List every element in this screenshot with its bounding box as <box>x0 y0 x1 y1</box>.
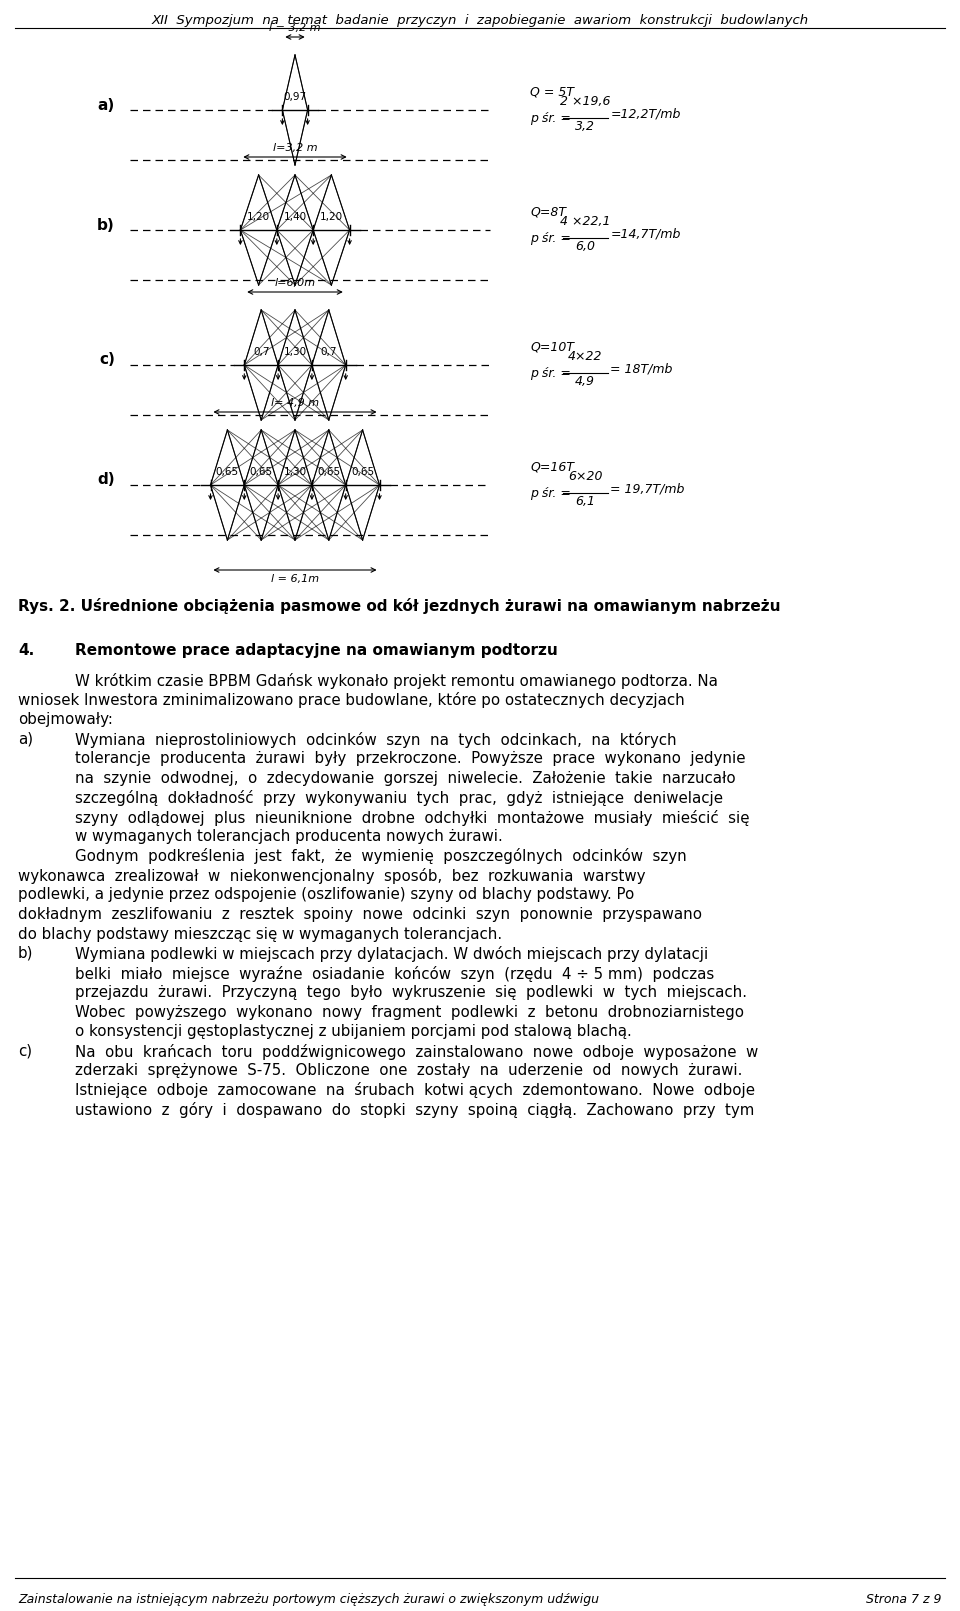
Text: 0,65: 0,65 <box>317 467 341 477</box>
Text: p śr. =: p śr. = <box>530 487 571 499</box>
Text: l = 6,1m: l = 6,1m <box>271 574 319 585</box>
Text: l= 4,9 m: l= 4,9 m <box>271 398 319 408</box>
Text: d): d) <box>97 472 115 488</box>
Text: 0,65: 0,65 <box>250 467 273 477</box>
Text: l = 3,2 m: l = 3,2 m <box>269 23 321 32</box>
Text: Wobec  powyższego  wykonano  nowy  fragment  podlewki  z  betonu  drobnoziarnist: Wobec powyższego wykonano nowy fragment … <box>75 1005 744 1020</box>
Text: szyny  odlądowej  plus  nieuniknione  drobne  odchyłki  montażowe  musiały  mieś: szyny odlądowej plus nieuniknione drobne… <box>75 809 750 825</box>
Text: 6,1: 6,1 <box>575 495 595 507</box>
Text: 0,7: 0,7 <box>321 346 337 358</box>
Text: wniosek Inwestora zminimalizowano prace budowlane, które po ostatecznych decyzja: wniosek Inwestora zminimalizowano prace … <box>18 693 684 709</box>
Text: zderzaki  sprężynowe  S-75.  Obliczone  one  zostały  na  uderzenie  od  nowych : zderzaki sprężynowe S-75. Obliczone one … <box>75 1063 742 1078</box>
Text: belki  miało  miejsce  wyraźne  osiadanie  końców  szyn  (rzędu  4 ÷ 5 mm)  podc: belki miało miejsce wyraźne osiadanie ko… <box>75 965 714 981</box>
Text: p śr. =: p śr. = <box>530 232 571 245</box>
Text: Wymiana  nieprostoliniowych  odcinków  szyn  na  tych  odcinkach,  na  których: Wymiana nieprostoliniowych odcinków szyn… <box>75 731 677 748</box>
Text: Rys. 2. Uśrednione obciążenia pasmowe od kół jezdnych żurawi na omawianym nabrze: Rys. 2. Uśrednione obciążenia pasmowe od… <box>18 598 780 614</box>
Text: l=6,0m: l=6,0m <box>275 279 316 288</box>
Text: Istniejące  odboje  zamocowane  na  śrubach  kotwi ących  zdemontowano.  Nowe  o: Istniejące odboje zamocowane na śrubach … <box>75 1083 755 1099</box>
Text: tolerancje  producenta  żurawi  były  przekroczone.  Powyższe  prace  wykonano  : tolerancje producenta żurawi były przekr… <box>75 751 746 765</box>
Text: l=3,2 m: l=3,2 m <box>273 143 318 153</box>
Text: 4.: 4. <box>18 643 35 657</box>
Text: dokładnym  zeszlifowaniu  z  resztek  spoiny  nowe  odcinki  szyn  ponownie  prz: dokładnym zeszlifowaniu z resztek spoiny… <box>18 907 702 921</box>
Text: Strona 7 z 9: Strona 7 z 9 <box>867 1593 942 1606</box>
Text: a): a) <box>98 98 115 113</box>
Text: 1,40: 1,40 <box>283 213 306 222</box>
Text: 0,7: 0,7 <box>252 346 270 358</box>
Text: Remontowe prace adaptacyjne na omawianym podtorzu: Remontowe prace adaptacyjne na omawianym… <box>75 643 558 657</box>
Text: przejazdu  żurawi.  Przyczyną  tego  było  wykruszenie  się  podlewki  w  tych  : przejazdu żurawi. Przyczyną tego było wy… <box>75 984 747 1000</box>
Text: 2 ×19,6: 2 ×19,6 <box>560 95 611 108</box>
Text: na  szynie  odwodnej,  o  zdecydowanie  gorszej  niwelecie.  Założenie  takie  n: na szynie odwodnej, o zdecydowanie gorsz… <box>75 770 735 786</box>
Text: Q=10T: Q=10T <box>530 340 574 353</box>
Text: 1,30: 1,30 <box>283 467 306 477</box>
Text: 3,2: 3,2 <box>575 119 595 134</box>
Text: 0,65: 0,65 <box>351 467 374 477</box>
Text: 4×22: 4×22 <box>567 350 602 362</box>
Text: c): c) <box>99 353 115 367</box>
Text: do blachy podstawy mieszcząc się w wymaganych tolerancjach.: do blachy podstawy mieszcząc się w wymag… <box>18 926 502 941</box>
Text: ustawiono  z  góry  i  dospawano  do  stopki  szyny  spoiną  ciągłą.  Zachowano : ustawiono z góry i dospawano do stopki s… <box>75 1102 755 1118</box>
Text: = 19,7T/mb: = 19,7T/mb <box>611 483 684 496</box>
Text: W krótkim czasie BPBM Gdańsk wykonało projekt remontu omawianego podtorza. Na: W krótkim czasie BPBM Gdańsk wykonało pr… <box>75 673 718 690</box>
Text: 4,9: 4,9 <box>575 375 595 388</box>
Text: =12,2T/mb: =12,2T/mb <box>611 108 681 121</box>
Text: a): a) <box>18 731 34 746</box>
Text: Godnym  podkreślenia  jest  fakt,  że  wymienię  poszczególnych  odcinków  szyn: Godnym podkreślenia jest fakt, że wymien… <box>75 849 686 865</box>
Text: 1,20: 1,20 <box>320 213 343 222</box>
Text: 1,30: 1,30 <box>283 346 306 358</box>
Text: b): b) <box>18 946 34 962</box>
Text: 0,65: 0,65 <box>216 467 239 477</box>
Text: = 18T/mb: = 18T/mb <box>611 362 673 375</box>
Text: w wymaganych tolerancjach producenta nowych żurawi.: w wymaganych tolerancjach producenta now… <box>75 830 503 844</box>
Text: XII  Sympozjum  na  temat  badanie  przyczyn  i  zapobieganie  awariom  konstruk: XII Sympozjum na temat badanie przyczyn … <box>152 14 808 27</box>
Text: b): b) <box>97 217 115 232</box>
Text: Q = 5T: Q = 5T <box>530 85 574 98</box>
Text: p śr. =: p śr. = <box>530 113 571 126</box>
Text: o konsystencji gęstoplastycznej z ubijaniem porcjami pod stalową blachą.: o konsystencji gęstoplastycznej z ubijan… <box>75 1025 632 1039</box>
Text: 1,20: 1,20 <box>247 213 270 222</box>
Text: 6×20: 6×20 <box>567 470 602 483</box>
Text: 6,0: 6,0 <box>575 240 595 253</box>
Text: =14,7T/mb: =14,7T/mb <box>611 227 681 240</box>
Text: 0,97: 0,97 <box>283 92 306 101</box>
Text: Zainstalowanie na istniejącym nabrzeżu portowym cięższych żurawi o zwiększonym u: Zainstalowanie na istniejącym nabrzeżu p… <box>18 1593 599 1606</box>
Text: Na  obu  krańcach  toru  poddźwignicowego  zainstalowano  nowe  odboje  wyposażo: Na obu krańcach toru poddźwignicowego za… <box>75 1044 758 1060</box>
Text: wykonawca  zrealizował  w  niekonwencjonalny  sposób,  bez  rozkuwania  warstwy: wykonawca zrealizował w niekonwencjonaln… <box>18 868 645 884</box>
Text: p śr. =: p śr. = <box>530 367 571 380</box>
Text: szczególną  dokładność  przy  wykonywaniu  tych  prac,  gdyż  istniejące  deniwe: szczególną dokładność przy wykonywaniu t… <box>75 789 723 806</box>
Text: obejmowały:: obejmowały: <box>18 712 113 727</box>
Text: Wymiana podlewki w miejscach przy dylatacjach. W dwóch miejscach przy dylatacji: Wymiana podlewki w miejscach przy dylata… <box>75 946 708 962</box>
Text: c): c) <box>18 1044 32 1058</box>
Text: Q=8T: Q=8T <box>530 206 566 219</box>
Text: 4 ×22,1: 4 ×22,1 <box>560 214 611 229</box>
Text: Q=16T: Q=16T <box>530 461 574 474</box>
Text: podlewki, a jedynie przez odspojenie (oszlifowanie) szyny od blachy podstawy. Po: podlewki, a jedynie przez odspojenie (os… <box>18 888 635 902</box>
